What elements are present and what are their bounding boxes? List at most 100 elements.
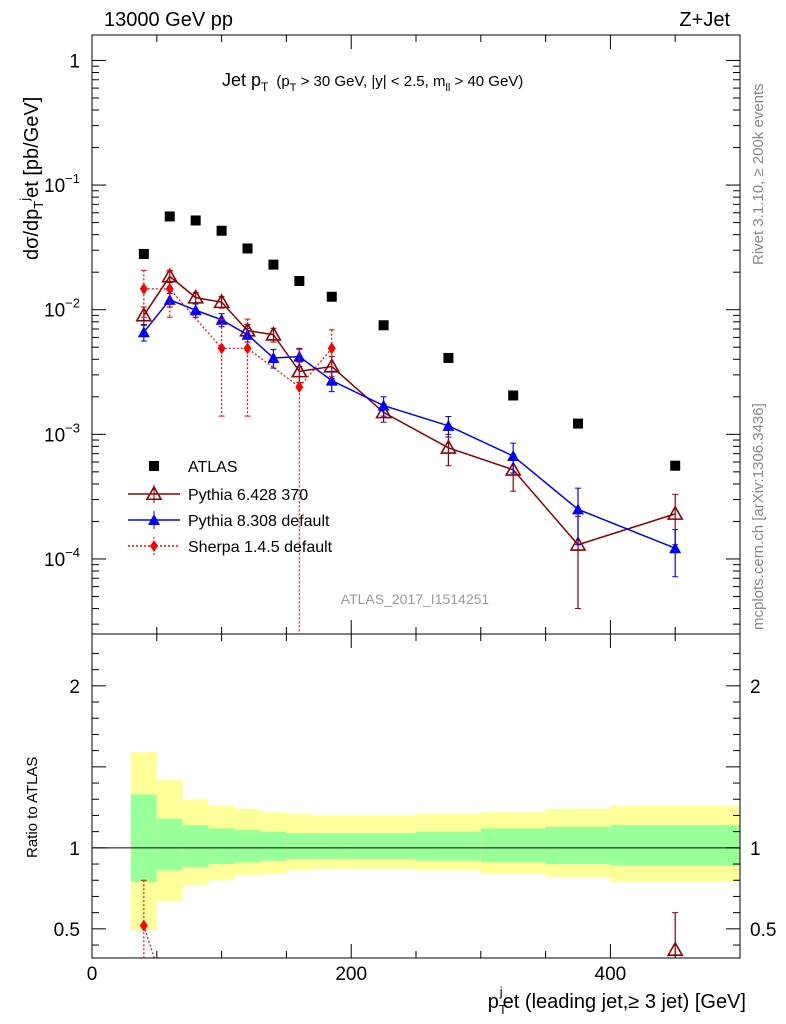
xlabel: pTjet (leading jet,≥ 3 jet) [GeV] — [488, 984, 746, 1017]
rivet-label: Rivet 3.1.10, ≥ 200k events — [750, 83, 767, 265]
marker-square — [216, 225, 227, 236]
y-tick-label: 10−1 — [44, 171, 80, 197]
title-cuts-c: > 40 GeV) — [450, 73, 523, 90]
marker-open-triangle — [440, 439, 457, 454]
ratio-uncertainty-bands — [92, 752, 740, 931]
y-tick-label: 10−3 — [44, 420, 80, 446]
marker-filled-triangle — [293, 350, 306, 362]
marker-diamond — [165, 282, 174, 295]
marker-open-triangle — [569, 536, 587, 551]
data-series — [135, 211, 684, 959]
marker-diamond — [139, 282, 148, 295]
series-0 — [138, 211, 681, 471]
marker-filled-triangle — [325, 374, 338, 386]
marker-square — [190, 215, 201, 226]
ratio-band-green — [480, 828, 546, 863]
marker-filled-triangle — [148, 514, 160, 525]
marker-open-triangle — [265, 326, 282, 341]
legend: ATLAS Pythia 6.428 370 Pythia 8.308 defaul… — [128, 459, 333, 556]
ratio-frame — [91, 633, 741, 959]
marker-square — [242, 243, 253, 254]
marker-diamond — [327, 342, 336, 355]
plot-title: Jet pT (pT > 30 GeV, |y| < 2.5, mll > 40 … — [222, 70, 523, 94]
marker-filled-triangle — [189, 304, 202, 316]
xlabel-rest: et (leading jet,≥ 3 jet) [GeV] — [503, 991, 746, 1013]
legend-label: Pythia 8.308 default — [188, 513, 330, 530]
marker-diamond — [243, 342, 252, 355]
mcplots-label: mcplots.cern.ch [arXiv:1306.3436] — [750, 403, 767, 630]
marker-open-triangle — [161, 267, 179, 283]
marker-filled-triangle — [137, 326, 150, 338]
y-tick-base: 10 — [44, 176, 65, 197]
ratio-series-line — [143, 925, 155, 959]
legend-label: Pythia 6.428 370 — [188, 487, 308, 504]
y-tick-label: 10−4 — [44, 545, 80, 571]
marker-square — [138, 248, 149, 259]
analysis-watermark: ATLAS_2017_I1514251 — [341, 591, 490, 607]
marker-open-triangle — [504, 461, 522, 476]
y-tick-exp: −1 — [65, 171, 80, 186]
ylabel-main-a: dσ/dp — [21, 209, 43, 260]
y-tick-exp: −4 — [65, 545, 80, 560]
y-tick-label: 10−2 — [44, 296, 80, 322]
marker-square — [294, 275, 305, 286]
title-main: Jet p — [222, 70, 261, 90]
ratio-band-green — [416, 831, 481, 861]
marker-square — [573, 418, 583, 429]
marker-square — [508, 390, 519, 401]
title-cuts-a: (p — [276, 73, 289, 90]
ratio-tick-label-right: 1 — [750, 839, 761, 860]
ratio-band-green — [208, 828, 235, 865]
marker-filled-triangle — [377, 399, 390, 411]
ratio-tick-label-right: 2 — [750, 677, 761, 698]
y-tick-base: 10 — [44, 550, 65, 571]
ratio-band-green — [182, 825, 209, 868]
marker-square — [164, 211, 175, 222]
marker-open-triangle — [135, 306, 153, 322]
ratio-band-green — [545, 826, 611, 865]
xlabel-sup: j — [499, 984, 503, 999]
marker-open-triangle — [666, 941, 684, 956]
x-tick-label: 0 — [87, 964, 98, 985]
marker-square — [268, 259, 279, 270]
ratio-band-green — [312, 833, 352, 860]
ylabel-main-rest: et [pb/GeV] — [21, 97, 43, 198]
y-tick-exp: −2 — [65, 296, 80, 311]
y-tick-base: 1 — [69, 51, 80, 72]
y-tick-base: 10 — [44, 425, 65, 446]
marker-square — [443, 352, 454, 363]
marker-filled-triangle — [241, 328, 254, 340]
marker-square — [326, 291, 337, 302]
marker-open-triangle — [213, 293, 230, 309]
marker-filled-triangle — [669, 542, 682, 554]
xlabel-sub: T — [499, 1002, 507, 1017]
ylabel-ratio: Ratio to ATLAS — [24, 757, 41, 858]
ratio-band-green — [610, 825, 740, 866]
series-3 — [139, 269, 336, 634]
series-2 — [137, 292, 682, 578]
ylabel-main-sub: T — [31, 201, 46, 209]
ratio-tick-label-left: 2 — [69, 677, 80, 698]
marker-open-triangle — [375, 403, 392, 419]
ylabel-main: dσ/dpTjet [pb/GeV] — [17, 97, 46, 260]
ratio-band-green — [130, 794, 157, 882]
x-tick-label: 200 — [335, 964, 367, 985]
marker-diamond — [150, 540, 158, 552]
marker-square — [378, 320, 389, 331]
y-tick-exp: −3 — [65, 420, 80, 435]
title-cuts-b-sub: ll — [445, 82, 450, 94]
marker-filled-triangle — [442, 419, 455, 431]
series-line — [143, 288, 333, 388]
marker-filled-triangle — [572, 503, 584, 515]
title-cuts-b: > 30 GeV, |y| < 2.5, m — [296, 73, 445, 90]
title-main-sub: T — [261, 80, 269, 94]
series-line — [143, 298, 676, 549]
ratio-band-green — [351, 833, 416, 860]
marker-filled-triangle — [507, 450, 520, 462]
xlabel-a: p — [488, 991, 499, 1013]
series-line — [143, 275, 676, 546]
ratio-tick-label-left: 1 — [69, 839, 80, 860]
x-tick-label: 400 — [595, 964, 627, 985]
ratio-band-green — [234, 830, 261, 863]
